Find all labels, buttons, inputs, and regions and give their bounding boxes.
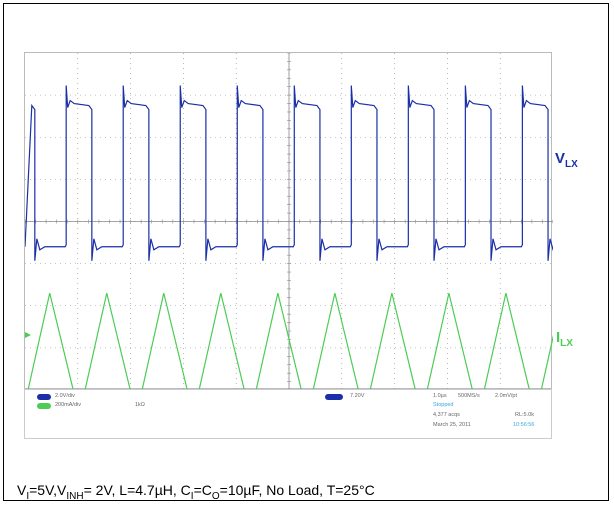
vlx-label: VLX (555, 150, 578, 170)
waveform-plot (25, 53, 553, 390)
sample-rate: 500MS/s (458, 393, 480, 399)
trigger-chip (325, 394, 343, 400)
ch2-scale: 200mA/div (55, 402, 81, 408)
date: March 25, 2011 (433, 422, 471, 428)
acq-state: Stopped (433, 402, 454, 408)
status-bar: 2.0V/div 200mA/div 1kΩ 7.20V 1.0µs 500MS… (24, 389, 552, 439)
record-length: 2.0mV/pt (495, 393, 518, 399)
rl-value: RL:5.0k (515, 412, 534, 418)
ch2-info: 1kΩ (135, 402, 145, 408)
acq-count: 4,377 acqs (433, 412, 460, 418)
ch1-chip (37, 394, 51, 400)
figure-frame: 2.0V/div 200mA/div 1kΩ 7.20V 1.0µs 500MS… (3, 3, 609, 502)
ilx-waveform (27, 292, 553, 390)
ch2-chip (37, 403, 51, 409)
ch2-ground-marker (25, 332, 31, 338)
test-conditions: VI=5V,VINH= 2V, L=4.7µH, CI=CO=10µF, No … (17, 482, 375, 502)
timebase: 1.0µs (433, 393, 447, 399)
time: 10:56:56 (513, 422, 535, 428)
ch1-scale: 2.0V/div (55, 393, 75, 399)
ilx-label: ILX (556, 329, 573, 349)
oscilloscope-display (24, 52, 553, 390)
trigger-level: 7.20V (350, 393, 365, 399)
vlx-waveform (25, 85, 553, 261)
